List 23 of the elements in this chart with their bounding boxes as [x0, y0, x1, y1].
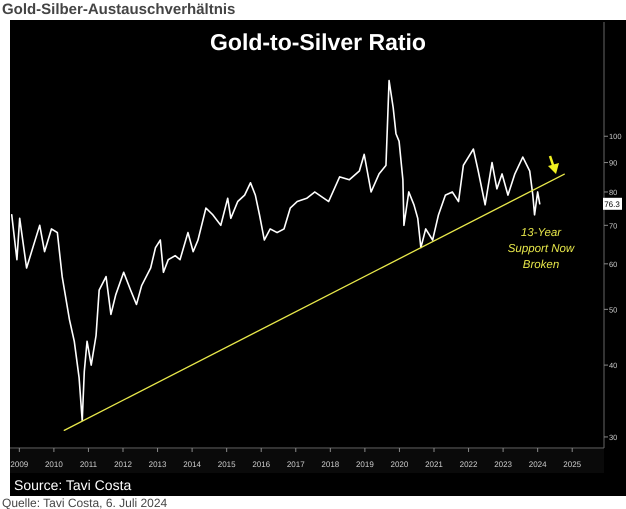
- source-note: Quelle: Tavi Costa, 6. Juli 2024: [2, 496, 168, 509]
- x-tick-label: 2015: [218, 460, 236, 469]
- x-tick-label: 2025: [563, 460, 582, 469]
- chart-subtitle: Gold-to-Silver Ratio: [210, 29, 426, 55]
- x-tick-label: 2009: [10, 460, 29, 469]
- annotation: 13-Year Support Now Broken: [508, 227, 575, 271]
- x-tick-label: 2016: [252, 460, 271, 469]
- source-note: Source: Tavi Costa: [14, 477, 132, 493]
- x-tick-label: 2020: [390, 460, 409, 469]
- x-tick-label: 2011: [80, 460, 98, 469]
- x-tick-label: 2017: [286, 460, 306, 469]
- x-tick-label: 2012: [114, 460, 132, 469]
- x-tick-label: 2018: [321, 460, 340, 469]
- x-tick-label: 2024: [528, 460, 548, 469]
- chart-title: Gold-Silber-Austauschverhältnis: [2, 1, 236, 18]
- x-tick-label: 2023: [494, 460, 513, 469]
- text: 76.3: [604, 200, 620, 209]
- x-tick-label: 2013: [148, 460, 167, 469]
- x-tick-label: 2019: [356, 460, 374, 469]
- x-tick-label: 2021: [425, 460, 444, 469]
- x-tick-label: 2022: [460, 460, 478, 469]
- x-tick-label: 2010: [44, 460, 64, 469]
- x-tick-label: 2014: [183, 460, 202, 469]
